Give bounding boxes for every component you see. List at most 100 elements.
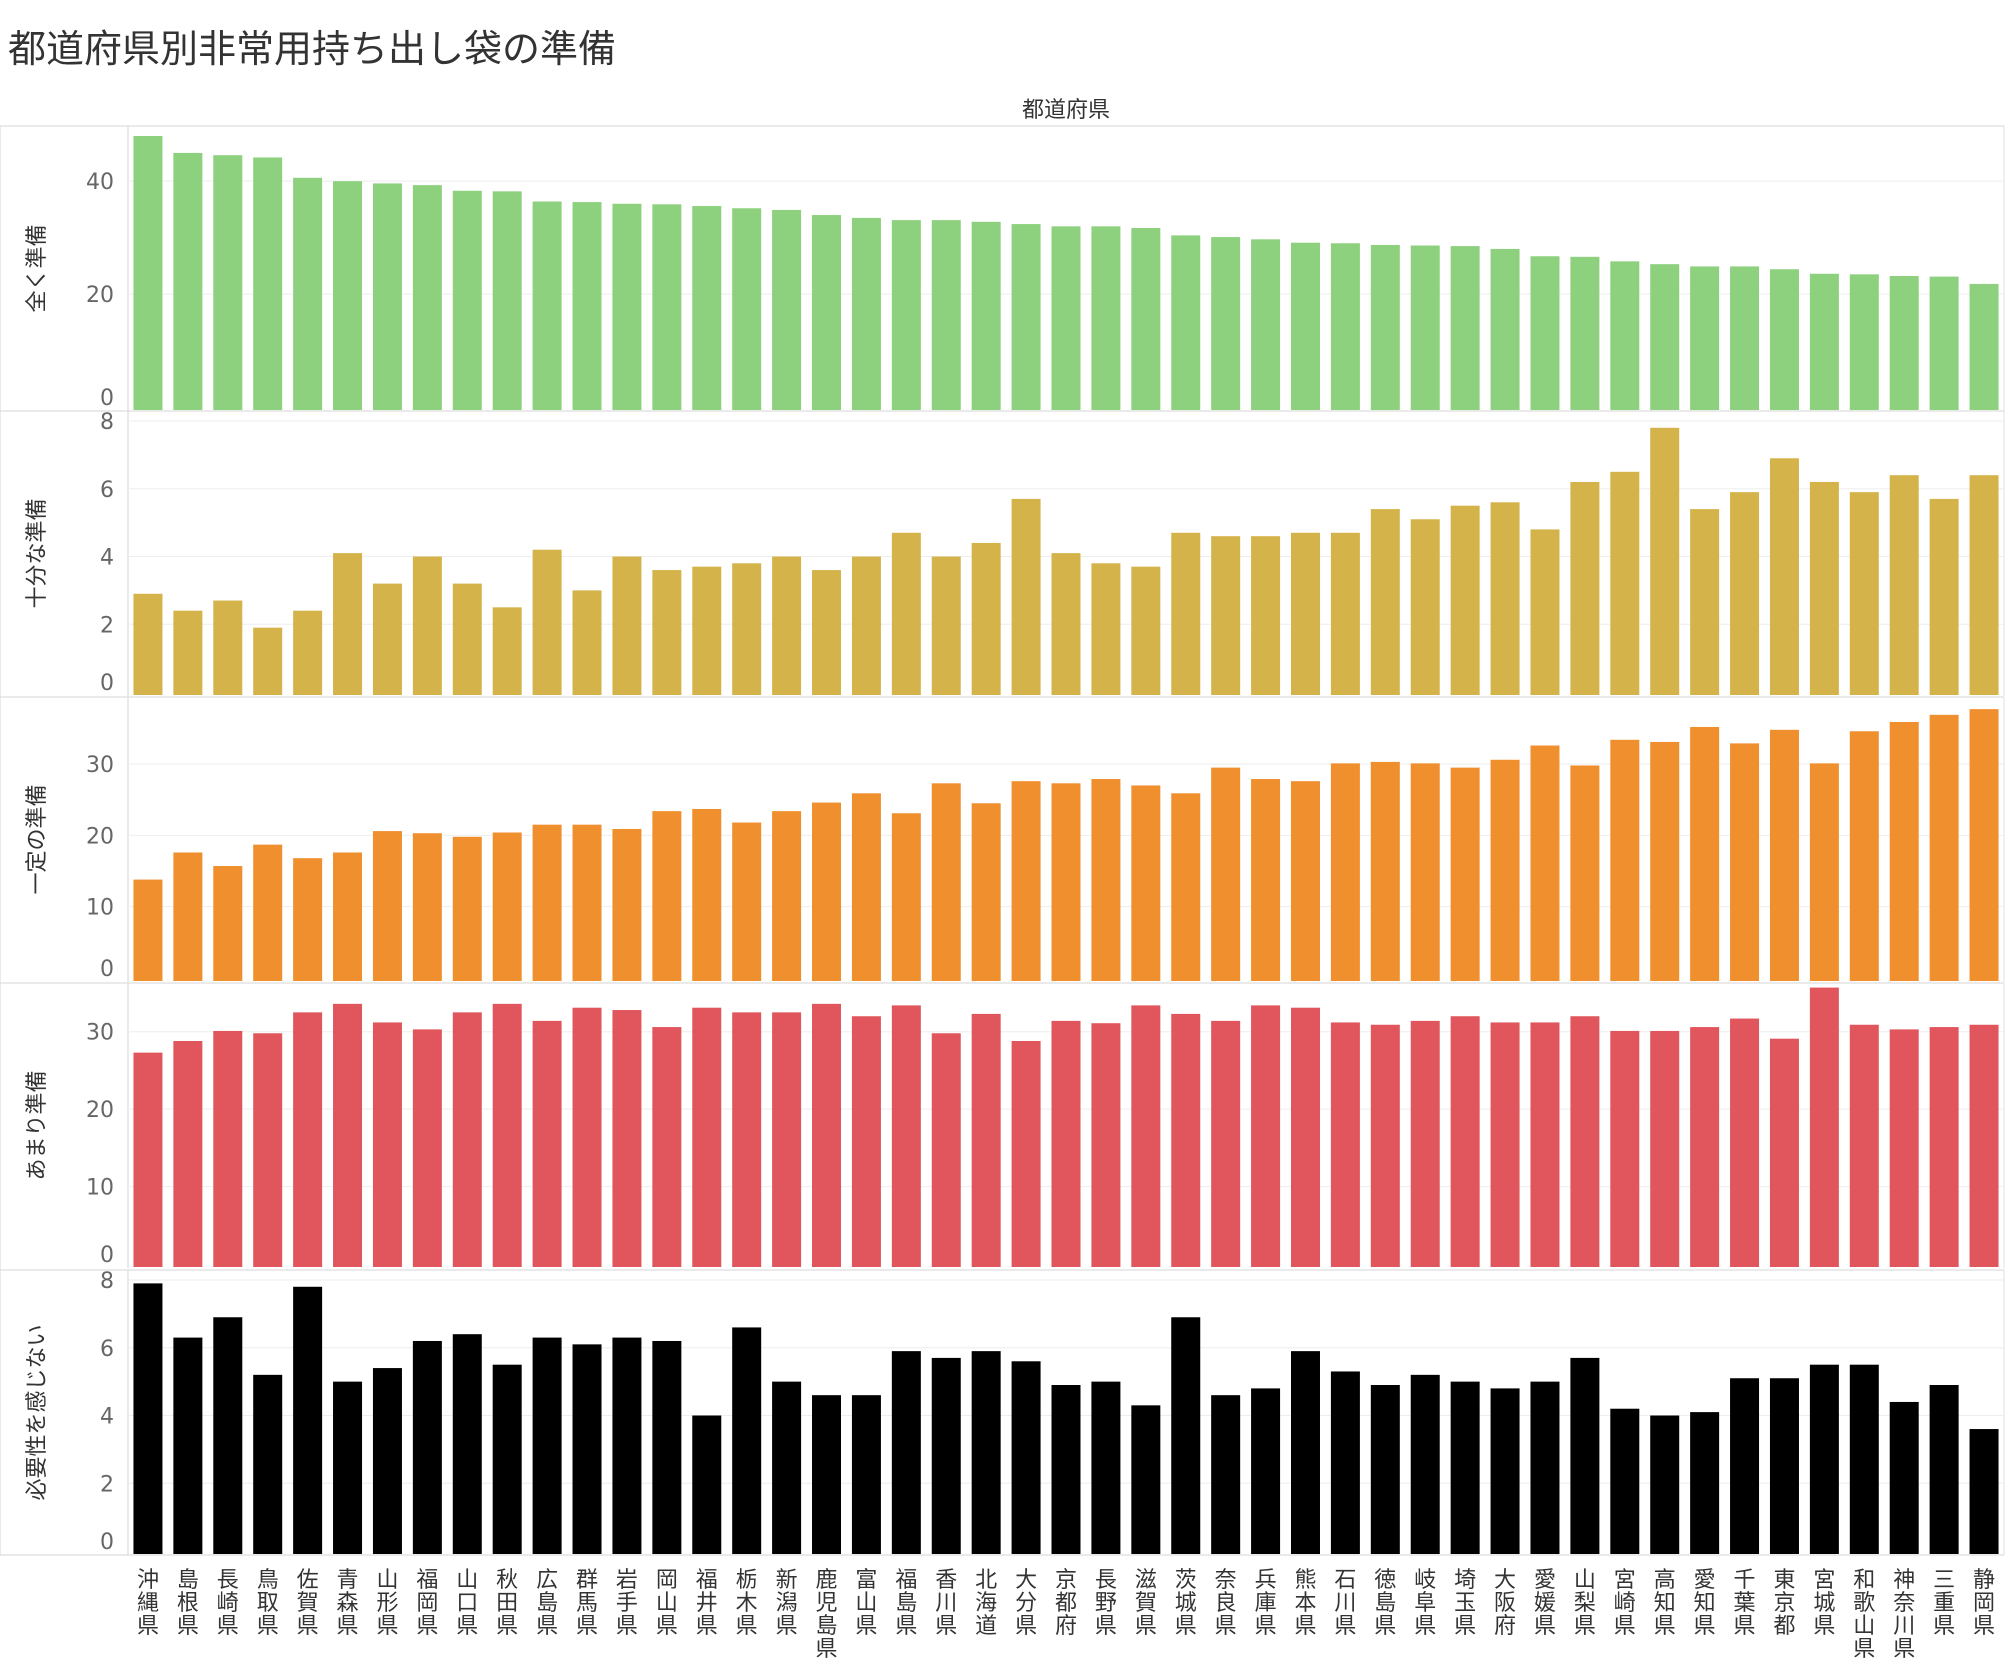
bar (1889, 1401, 1919, 1554)
bar (133, 136, 163, 410)
bar (1610, 471, 1640, 695)
x-tick-label: 福岡県 (416, 1568, 438, 1639)
bar (1610, 261, 1640, 410)
bar (732, 208, 762, 410)
x-tick-label: 愛知県 (1694, 1568, 1716, 1639)
y-tick-label: 8 (100, 410, 114, 435)
bar (1410, 1374, 1440, 1554)
bar (732, 822, 762, 981)
bar (812, 1395, 842, 1554)
bar (1251, 239, 1281, 410)
bar (572, 202, 602, 410)
bar (891, 220, 921, 410)
bar (971, 1013, 1001, 1267)
bar (372, 831, 402, 981)
bar (692, 1415, 722, 1554)
x-tick-label: 広島県 (536, 1568, 558, 1639)
bar (692, 808, 722, 981)
bar (931, 1033, 961, 1267)
bar (1171, 1013, 1201, 1267)
x-tick-label: 栃木県 (736, 1568, 758, 1639)
bar (1450, 246, 1480, 410)
x-tick-label: 滋賀県 (1135, 1568, 1157, 1639)
bar (1051, 1020, 1081, 1267)
bar (1051, 553, 1081, 695)
x-tick-label: 千葉県 (1734, 1568, 1756, 1639)
x-tick-label: 埼玉県 (1454, 1568, 1476, 1639)
bar (851, 556, 881, 695)
bar (173, 1337, 203, 1554)
bar (1769, 269, 1799, 410)
bar (1290, 1351, 1320, 1554)
y-tick-label: 4 (100, 546, 114, 571)
x-tick-label: 茨城県 (1175, 1568, 1197, 1639)
bar (452, 583, 482, 695)
bar (1969, 283, 1999, 410)
x-tick-label: 奈良県 (1215, 1568, 1237, 1639)
bar (1370, 761, 1400, 981)
bar (1290, 781, 1320, 981)
bar (1769, 1378, 1799, 1554)
bar (372, 1022, 402, 1267)
bar (1410, 519, 1440, 695)
bar (412, 1340, 442, 1554)
x-tick-label: 岩手県 (616, 1568, 638, 1639)
bar (492, 832, 522, 981)
y-tick-label: 2 (100, 1472, 114, 1497)
bar (1769, 729, 1799, 981)
bar (1131, 1005, 1161, 1267)
x-tick-label: 山梨県 (1574, 1568, 1596, 1639)
x-tick-label: 北海道 (975, 1568, 997, 1639)
bar (572, 1344, 602, 1554)
x-tick-label: 佐賀県 (297, 1568, 319, 1639)
bar (1330, 763, 1360, 981)
bar (1091, 563, 1121, 695)
bar (1011, 781, 1041, 981)
bar (971, 221, 1001, 410)
bar (532, 201, 562, 410)
bar (452, 836, 482, 981)
x-tick-label: 東京都 (1773, 1568, 1795, 1639)
bar (532, 549, 562, 695)
x-tick-label: 京都府 (1055, 1568, 1077, 1639)
bar (1490, 759, 1520, 981)
y-tick-label: 0 (100, 671, 114, 696)
bar (1849, 274, 1879, 410)
bar (1690, 1027, 1720, 1267)
bar (1330, 1371, 1360, 1554)
bar (1370, 1385, 1400, 1554)
column-header: 都道府県 (1021, 98, 1110, 123)
bar (1211, 237, 1241, 410)
bar (1849, 731, 1879, 981)
x-tick-label: 鹿児島県 (816, 1568, 838, 1662)
bar (1730, 1018, 1760, 1267)
bar (1690, 266, 1720, 410)
bar (1849, 492, 1879, 695)
bar (1690, 509, 1720, 695)
bar (1570, 765, 1600, 981)
y-tick-label: 0 (100, 1530, 114, 1555)
bar (173, 1041, 203, 1267)
bar (1290, 242, 1320, 410)
x-tick-label: 愛媛県 (1534, 1568, 1556, 1639)
bar (1211, 767, 1241, 981)
y-tick-label: 30 (86, 1021, 114, 1046)
bar (1171, 235, 1201, 410)
x-tick-label: 三重県 (1933, 1568, 1955, 1639)
bar (1251, 1388, 1281, 1554)
bar (1370, 509, 1400, 695)
bar (213, 866, 243, 981)
bar (1410, 763, 1440, 981)
y-tick-label: 0 (100, 957, 114, 982)
bar (891, 1005, 921, 1267)
bar (1809, 481, 1839, 695)
x-tick-label: 沖縄県 (137, 1568, 159, 1639)
x-tick-label: 大阪府 (1494, 1568, 1516, 1639)
bar (931, 220, 961, 410)
bar (213, 1317, 243, 1554)
x-tick-label: 山形県 (376, 1568, 398, 1639)
bar (612, 1010, 642, 1267)
bar (1051, 783, 1081, 981)
y-tick-label: 6 (100, 1337, 114, 1362)
bar (492, 1003, 522, 1267)
